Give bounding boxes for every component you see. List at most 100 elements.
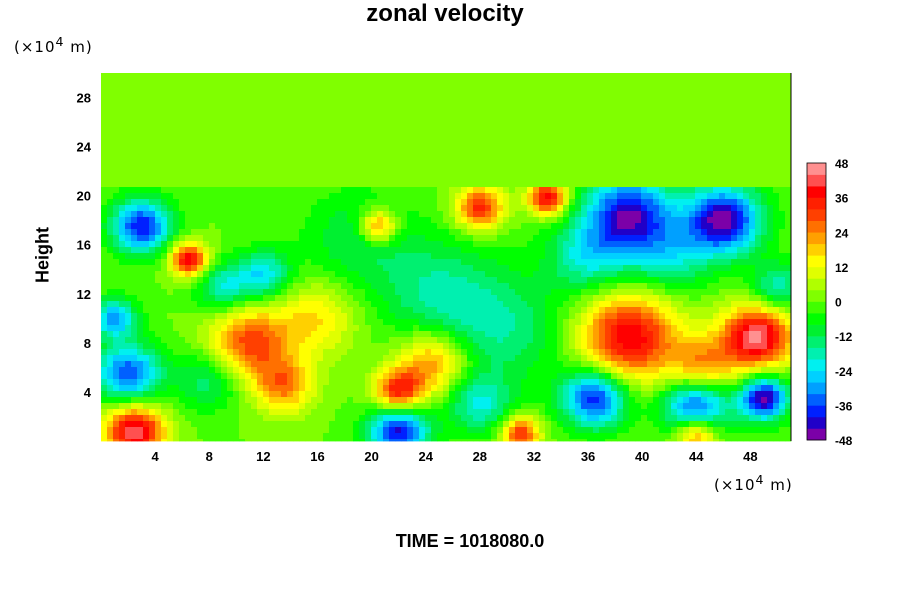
field-cell xyxy=(377,283,384,290)
field-cell xyxy=(377,403,384,410)
field-cell xyxy=(167,295,174,302)
field-cell xyxy=(569,397,576,404)
field-cell xyxy=(101,217,108,224)
field-cell xyxy=(155,337,162,344)
field-cell xyxy=(455,103,462,110)
field-cell xyxy=(461,325,468,332)
field-cell xyxy=(263,295,270,302)
field-cell xyxy=(461,433,468,440)
field-cell xyxy=(281,157,288,164)
field-cell xyxy=(245,439,252,442)
field-cell xyxy=(401,259,408,266)
field-cell xyxy=(287,97,294,104)
field-cell xyxy=(413,361,420,368)
field-cell xyxy=(317,325,324,332)
field-cell xyxy=(515,319,522,326)
field-cell xyxy=(143,145,150,152)
field-cell xyxy=(581,163,588,170)
field-cell xyxy=(461,73,468,80)
field-cell xyxy=(293,325,300,332)
field-cell xyxy=(131,133,138,140)
field-cell xyxy=(551,163,558,170)
field-cell xyxy=(467,85,474,92)
field-cell xyxy=(311,379,318,386)
field-cell xyxy=(425,91,432,98)
field-cell xyxy=(419,217,426,224)
field-cell xyxy=(191,121,198,128)
field-cell xyxy=(251,313,258,320)
field-cell xyxy=(281,91,288,98)
field-cell xyxy=(383,211,390,218)
field-cell xyxy=(545,325,552,332)
field-cell xyxy=(365,211,372,218)
field-cell xyxy=(233,229,240,236)
field-cell xyxy=(389,115,396,122)
field-cell xyxy=(287,115,294,122)
field-cell xyxy=(119,181,126,188)
field-cell xyxy=(515,307,522,314)
field-cell xyxy=(173,337,180,344)
field-cell xyxy=(497,367,504,374)
field-cell xyxy=(101,289,108,296)
field-cell xyxy=(125,295,132,302)
field-cell xyxy=(503,151,510,158)
field-cell xyxy=(113,283,120,290)
field-cell xyxy=(233,121,240,128)
field-cell xyxy=(245,301,252,308)
field-cell xyxy=(503,79,510,86)
field-cell xyxy=(389,181,396,188)
field-cell xyxy=(395,73,402,80)
field-cell xyxy=(233,319,240,326)
field-cell xyxy=(149,163,156,170)
field-cell xyxy=(287,235,294,242)
field-cell xyxy=(407,439,414,442)
field-cell xyxy=(209,403,216,410)
field-cell xyxy=(539,247,546,254)
field-cell xyxy=(383,217,390,224)
field-cell xyxy=(191,403,198,410)
field-cell xyxy=(347,199,354,206)
field-cell xyxy=(545,265,552,272)
field-cell xyxy=(161,253,168,260)
field-cell xyxy=(233,169,240,176)
field-cell xyxy=(335,163,342,170)
field-cell xyxy=(437,223,444,230)
field-cell xyxy=(149,109,156,116)
field-cell xyxy=(305,385,312,392)
field-cell xyxy=(149,205,156,212)
field-cell xyxy=(185,235,192,242)
field-cell xyxy=(437,151,444,158)
field-cell xyxy=(419,295,426,302)
field-cell xyxy=(515,157,522,164)
field-cell xyxy=(311,103,318,110)
field-cell xyxy=(293,433,300,440)
field-cell xyxy=(437,397,444,404)
field-cell xyxy=(173,373,180,380)
field-cell xyxy=(473,439,480,442)
field-cell xyxy=(329,211,336,218)
field-cell xyxy=(113,433,120,440)
field-cell xyxy=(497,115,504,122)
field-cell xyxy=(245,187,252,194)
field-cell xyxy=(371,217,378,224)
field-cell xyxy=(287,343,294,350)
field-cell xyxy=(107,103,114,110)
field-cell xyxy=(509,409,516,416)
field-cell xyxy=(527,103,534,110)
field-cell xyxy=(377,121,384,128)
field-cell xyxy=(113,187,120,194)
field-cell xyxy=(359,205,366,212)
field-cell xyxy=(545,211,552,218)
field-cell xyxy=(275,259,282,266)
field-cell xyxy=(131,187,138,194)
field-cell xyxy=(347,385,354,392)
field-cell xyxy=(227,253,234,260)
field-cell xyxy=(191,409,198,416)
field-cell xyxy=(419,109,426,116)
field-cell xyxy=(203,265,210,272)
field-cell xyxy=(449,157,456,164)
field-cell xyxy=(455,307,462,314)
field-cell xyxy=(581,181,588,188)
field-cell xyxy=(197,403,204,410)
field-cell xyxy=(107,433,114,440)
